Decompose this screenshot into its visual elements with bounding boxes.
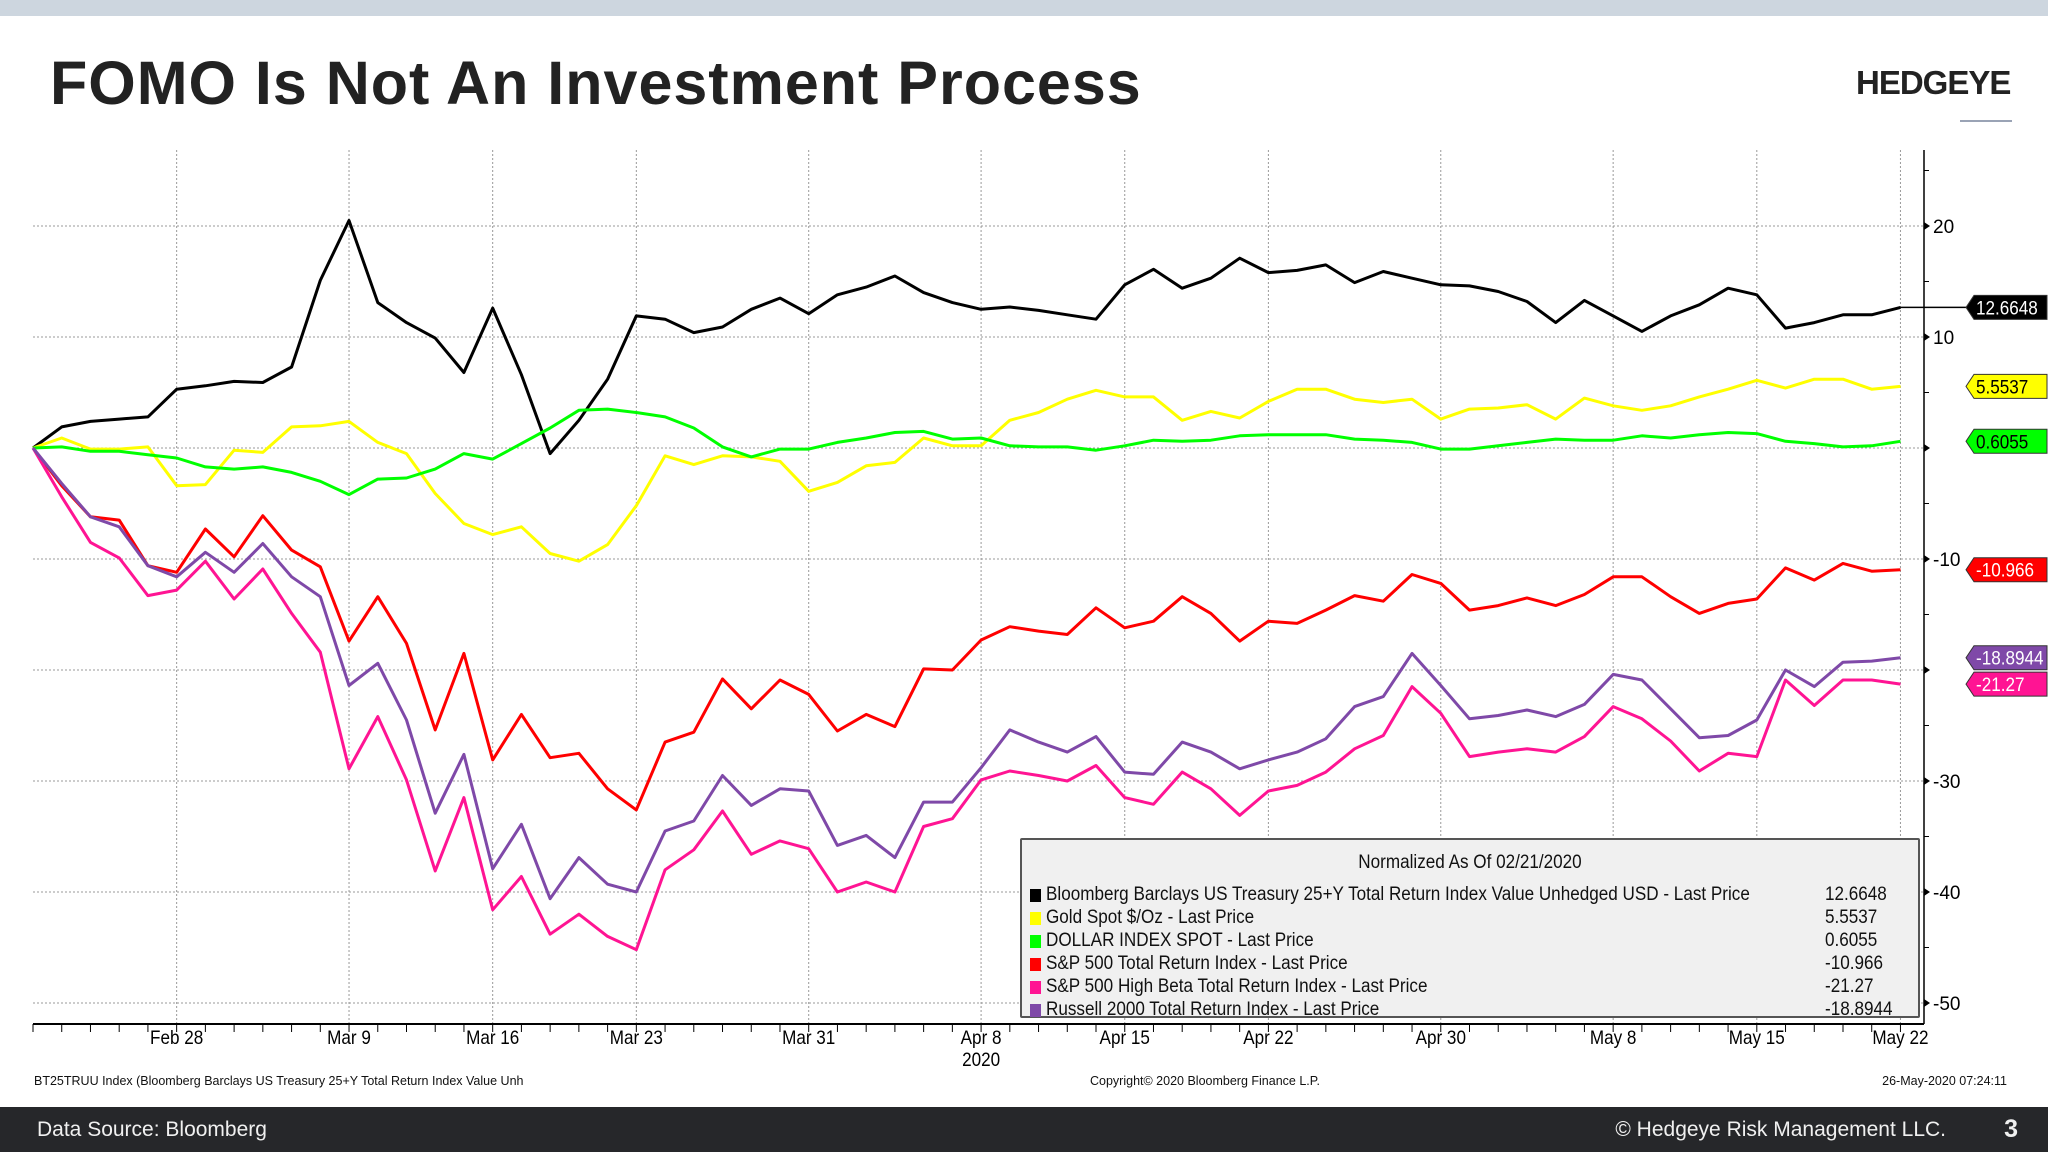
chart-timestamp: 26-May-2020 07:24:11 xyxy=(1882,1074,2007,1088)
last-value-badge-label: 5.5537 xyxy=(1976,377,2028,398)
series-line xyxy=(32,377,1901,563)
y-tick-mark xyxy=(1924,666,1930,674)
legend-item: DOLLAR INDEX SPOT - Last Price 0.6055 xyxy=(1030,930,1910,953)
footer-bar: Data Source: Bloomberg © Hedgeye Risk Ma… xyxy=(0,1107,2048,1152)
legend-value: -18.8944 xyxy=(1825,999,1893,1020)
series-lines xyxy=(31,219,1966,952)
x-tick-label: May 22 xyxy=(1872,1027,1928,1048)
series-line xyxy=(31,447,1901,812)
legend-value: -10.966 xyxy=(1825,953,1884,974)
legend-swatch xyxy=(1030,912,1041,925)
x-tick-label: Mar 23 xyxy=(610,1027,663,1048)
legend-value: -21.27 xyxy=(1825,976,1874,997)
legend-item: Russell 2000 Total Return Index - Last P… xyxy=(1030,999,1910,1022)
y-tick-mark xyxy=(1924,777,1930,785)
y-tick-label: 10 xyxy=(1933,328,1954,349)
x-year-label: 2020 xyxy=(962,1049,1000,1070)
x-tick-label: May 8 xyxy=(1590,1027,1637,1048)
page-title: FOMO Is Not An Investment Process xyxy=(50,49,1142,117)
x-tick-label: Feb 28 xyxy=(150,1027,203,1048)
last-value-badge-label: -21.27 xyxy=(1976,674,2024,695)
y-tick-mark xyxy=(1924,555,1930,563)
x-tick-label: Mar 31 xyxy=(782,1027,835,1048)
legend-item: S&P 500 High Beta Total Return Index - L… xyxy=(1030,976,1910,999)
last-value-badge xyxy=(1965,671,2048,697)
last-value-badge xyxy=(1965,294,2048,320)
legend-value: 12.6648 xyxy=(1825,884,1887,905)
logo-underline xyxy=(1960,120,2012,122)
series-line xyxy=(31,447,1901,952)
y-tick-label: -40 xyxy=(1933,883,1960,904)
last-value-badge-label: 0.6055 xyxy=(1976,431,2028,452)
y-tick-mark xyxy=(1924,333,1930,341)
last-value-badge-label: -18.8944 xyxy=(1976,648,2043,669)
data-source: Data Source: Bloomberg xyxy=(37,1118,267,1141)
y-tick-label: -50 xyxy=(1933,994,1960,1015)
footer-copyright: © Hedgeye Risk Management LLC. xyxy=(1615,1118,1946,1141)
legend-swatch xyxy=(1030,981,1041,994)
legend-swatch xyxy=(1030,935,1041,948)
series-line xyxy=(32,407,1901,497)
last-value-badge xyxy=(1965,645,2048,671)
series-line xyxy=(31,447,1901,901)
x-tick-label: Apr 15 xyxy=(1100,1027,1150,1048)
x-tick-label: Mar 16 xyxy=(466,1027,519,1048)
legend-item: Bloomberg Barclays US Treasury 25+Y Tota… xyxy=(1030,884,1910,907)
legend-swatch xyxy=(1030,1004,1041,1017)
y-tick-mark xyxy=(1924,888,1930,896)
legend-swatch xyxy=(1030,958,1041,971)
legend-label: DOLLAR INDEX SPOT - Last Price xyxy=(1046,930,1314,951)
y-tick-mark xyxy=(1924,999,1930,1007)
x-tick-label: Apr 8 xyxy=(961,1027,1002,1048)
hedgeye-logo: HEDGEYE xyxy=(1856,64,2011,101)
legend-swatch xyxy=(1030,889,1041,902)
y-tick-label: -30 xyxy=(1933,772,1960,793)
legend-item: S&P 500 Total Return Index - Last Price -… xyxy=(1030,953,1910,976)
legend-label: Gold Spot $/Oz - Last Price xyxy=(1046,907,1255,928)
legend-label: Bloomberg Barclays US Treasury 25+Y Tota… xyxy=(1046,884,1750,905)
x-tick-label: Mar 9 xyxy=(327,1027,371,1048)
last-value-badge xyxy=(1965,428,2048,454)
last-value-badge-label: -10.966 xyxy=(1976,560,2034,581)
y-tick-label: 20 xyxy=(1933,217,1954,238)
line-chart: 20 10 -10 -30 -40 -50 Feb 28 Mar 9 Mar 16 Mar 23 M… xyxy=(31,150,2048,1070)
ticker-note: BT25TRUU Index (Bloomberg Barclays US Tr… xyxy=(34,1074,524,1088)
legend-title: Normalized As Of 02/21/2020 xyxy=(1358,852,1582,873)
last-value-badge xyxy=(1965,373,2048,399)
legend-label: Russell 2000 Total Return Index - Last P… xyxy=(1046,999,1380,1020)
series-line xyxy=(32,219,1901,456)
legend-value: 0.6055 xyxy=(1825,930,1878,951)
chart-legend: Normalized As Of 02/21/2020 Bloomberg Ba… xyxy=(1020,838,1920,1020)
top-accent-bar xyxy=(0,0,2048,16)
last-value-badge xyxy=(1965,557,2048,583)
axes: 20 10 -10 -30 -40 -50 Feb 28 Mar 9 Mar 16 Mar 23 M… xyxy=(32,150,1960,1070)
last-value-badges: 12.6648 5.5537 0.6055 -10.966 -21.27 -18.8944 xyxy=(1965,294,2048,697)
bloomberg-copyright: Copyright© 2020 Bloomberg Finance L.P. xyxy=(1090,1074,1320,1088)
x-tick-label: Apr 22 xyxy=(1243,1027,1293,1048)
legend-label: S&P 500 Total Return Index - Last Price xyxy=(1046,953,1348,974)
legend-value: 5.5537 xyxy=(1825,907,1878,928)
legend-label: S&P 500 High Beta Total Return Index - L… xyxy=(1046,976,1428,997)
y-tick-label: -10 xyxy=(1933,550,1960,571)
legend-item: Gold Spot $/Oz - Last Price 5.5537 xyxy=(1030,907,1910,930)
last-value-badge-label: 12.6648 xyxy=(1976,298,2038,319)
y-tick-mark xyxy=(1924,444,1930,452)
y-tick-mark xyxy=(1924,222,1930,230)
x-tick-label: May 15 xyxy=(1729,1027,1785,1048)
page-number: 3 xyxy=(2004,1115,2018,1143)
x-tick-label: Apr 30 xyxy=(1416,1027,1466,1048)
